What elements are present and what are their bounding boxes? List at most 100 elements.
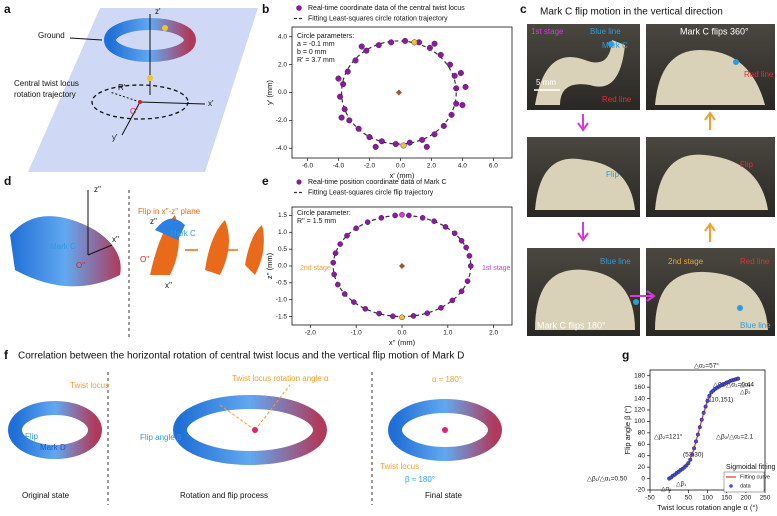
data-point: [372, 143, 379, 150]
label: x'': [165, 281, 173, 290]
panel-title: Correlation between the horizontal rotat…: [18, 351, 464, 362]
annotation: Circle parameter:: [297, 210, 351, 217]
y-tick-label: 0.5: [278, 246, 287, 253]
label: Red line: [744, 70, 774, 79]
label: 5 mm: [536, 78, 556, 87]
legend-symbol: [729, 484, 733, 488]
data-point: [437, 51, 444, 58]
y-axis-title: z'' (mm): [265, 252, 274, 279]
fit-circle: [340, 40, 457, 145]
data-point: [447, 61, 454, 68]
annotation: △α₁: [661, 487, 671, 493]
data-point: [399, 211, 405, 218]
y-tick-label: 1.0: [278, 229, 287, 236]
x-tick-label: -6.0: [302, 163, 314, 170]
label: Final state: [425, 491, 462, 500]
panel-letter: c: [520, 2, 527, 16]
data-point: [337, 93, 344, 100]
x-tick-label: 2.0: [427, 163, 436, 170]
flip-shape: [245, 225, 264, 275]
radius: [109, 91, 141, 103]
annotation: Sigmoidal fitting: [726, 464, 776, 471]
data-point: [402, 37, 409, 44]
data-point: [448, 111, 455, 118]
y-tick-label: 160: [634, 384, 645, 391]
data-point: [463, 244, 469, 251]
label: Ground: [38, 31, 65, 40]
mark-c: [608, 41, 614, 47]
annotation: △β₃: [740, 390, 751, 396]
annotation: △β₁/△α₁=0.50: [587, 476, 628, 483]
annotation: 2nd stage: [300, 265, 331, 272]
ring: [173, 395, 327, 465]
label: Red line: [602, 95, 632, 104]
y-tick-label: 120: [634, 407, 645, 414]
x-tick-label: -50: [645, 495, 655, 502]
panel-letter: d: [4, 174, 11, 188]
ring: [10, 216, 121, 287]
x-tick-label: -2.0: [364, 163, 376, 170]
data-point: [453, 85, 460, 92]
x-tick-label: 150: [721, 495, 732, 502]
data-point: [431, 131, 438, 138]
data-point: [340, 81, 347, 88]
arrow: [704, 111, 716, 130]
label: Blue line: [590, 27, 621, 36]
y-tick-label: 100: [634, 418, 645, 425]
label: Blue line: [600, 257, 631, 266]
x-tick-label: 100: [702, 495, 713, 502]
x-tick-label: 4.0: [458, 163, 467, 170]
data-point: [358, 43, 365, 50]
label: Mark D: [40, 443, 66, 452]
data-point: [697, 425, 702, 430]
data-point: [686, 461, 691, 466]
label: 1st stage: [531, 27, 564, 36]
data-point: [705, 398, 710, 403]
y-tick-label: -20: [636, 487, 646, 494]
x-tick-label: 0: [667, 495, 671, 502]
data-point: [375, 42, 382, 49]
annotation: △α₂=57°: [694, 362, 719, 370]
legend-label: Fitting curve: [740, 474, 770, 480]
annotation: △β₂/△α₂=2.1: [716, 434, 754, 441]
label: rotation trajectory: [14, 90, 76, 99]
data-point: [464, 278, 471, 284]
data-point: [406, 212, 412, 219]
label: Mark C flips 180°: [537, 320, 606, 330]
mark-c: [733, 59, 739, 65]
sample: [655, 154, 768, 210]
label: Original state: [22, 491, 70, 500]
data-point: [695, 432, 700, 437]
data-point: [699, 417, 704, 422]
x-tick-label: 6.0: [489, 163, 498, 170]
leader: [69, 37, 103, 41]
x-tick-label: -4.0: [333, 163, 345, 170]
sample: [535, 158, 635, 210]
data-point: [351, 299, 357, 305]
data-point: [378, 214, 385, 221]
data-point: [341, 106, 348, 113]
annotation: b = 0 mm: [297, 49, 327, 56]
legend-label: Real-time position coordinate data of Ma…: [308, 179, 447, 186]
annotation: R' = 3.7 mm: [297, 57, 335, 64]
data-point: [332, 250, 339, 256]
angle-line: [254, 384, 291, 431]
legend-symbol: [296, 179, 302, 185]
flip-shape: [155, 218, 185, 240]
data-point: [337, 241, 343, 247]
annotation: 1st stage: [482, 265, 511, 272]
y-tick-label: -4.0: [276, 145, 288, 152]
data-point: [692, 446, 697, 451]
data-point: [392, 141, 399, 148]
data-point: [366, 134, 373, 141]
annotation: △β₃/△α₃=0.44: [713, 382, 754, 389]
ring: [8, 401, 102, 459]
x-tick-label: 200: [740, 495, 751, 502]
x-tick-label: 0.0: [396, 163, 405, 170]
legend-symbol: [296, 5, 302, 11]
data-point: [388, 39, 395, 46]
label: Flip: [740, 160, 753, 169]
data-point: [458, 288, 465, 295]
marker: [147, 75, 153, 81]
